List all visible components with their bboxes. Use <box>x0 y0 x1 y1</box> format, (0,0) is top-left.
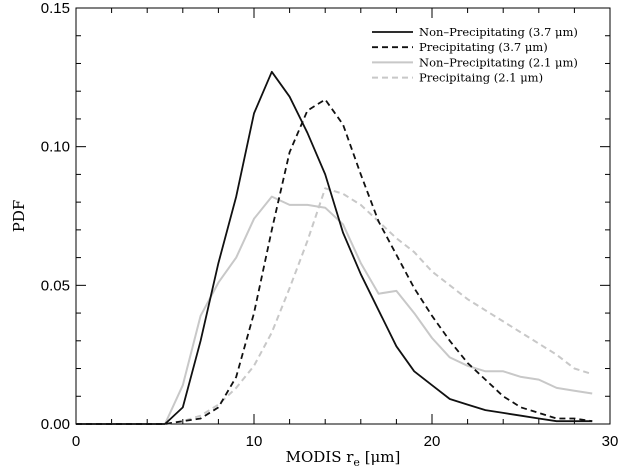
legend-label: Non–Precipitating (3.7 μm) <box>419 25 578 39</box>
x-tick-label: 30 <box>602 433 619 450</box>
series-layer <box>76 70 593 425</box>
plot-frame <box>75 7 611 425</box>
y-tick-label: 0.00 <box>41 416 70 433</box>
series-line-1 <box>76 70 593 425</box>
x-axis-title-subscript: e <box>353 456 360 469</box>
y-tick-label: 0.15 <box>41 0 70 17</box>
x-axis-title-unit: [μm] <box>360 448 400 466</box>
legend: Non–Precipitating (3.7 μm)Precipitating … <box>372 25 578 85</box>
x-axis-title: MODIS re [μm] <box>286 448 401 469</box>
y-tick-label: 0.10 <box>41 139 70 156</box>
axis-ticks: 0 10 20 30 0.00 0.05 0.10 0.15 <box>41 0 619 450</box>
x-tick-label: 20 <box>424 433 441 450</box>
x-tick-label: 10 <box>246 433 263 450</box>
series-line-4 <box>76 187 593 425</box>
legend-label: Non–Precipitating (2.1 μm) <box>419 55 578 69</box>
y-axis-title: PDF <box>10 200 28 233</box>
legend-label: Precipitating (3.7 μm) <box>419 40 548 54</box>
y-tick-label: 0.05 <box>41 277 70 294</box>
series-line-3 <box>76 195 593 425</box>
legend-label: Precipitaing (2.1 μm) <box>419 71 543 85</box>
x-axis-title-main: MODIS r <box>286 448 355 466</box>
series-line-2 <box>76 98 593 425</box>
x-tick-label: 0 <box>72 433 80 450</box>
